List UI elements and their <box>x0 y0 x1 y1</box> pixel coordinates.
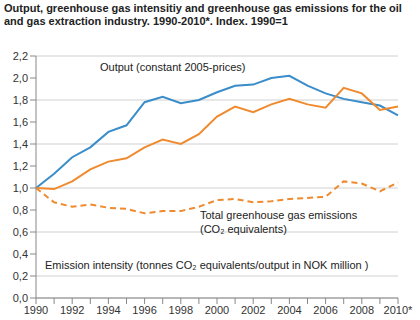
svg-text:1990: 1990 <box>24 304 48 316</box>
svg-text:1994: 1994 <box>96 304 120 316</box>
svg-text:0,4: 0,4 <box>13 248 28 260</box>
svg-text:2008: 2008 <box>350 304 374 316</box>
svg-text:1,0: 1,0 <box>13 182 28 194</box>
svg-text:0,8: 0,8 <box>13 204 28 216</box>
svg-text:2010*: 2010* <box>384 304 413 316</box>
html-text:Output, greenhouse gas intensi: Output, greenhouse gas intensitiy and gr… <box>4 2 408 27</box>
html-text:(CO₂ equivalents): (CO₂ equivalents) <box>200 223 287 235</box>
svg-text:2002: 2002 <box>241 304 265 316</box>
html-text:Output (constant 2005-prices): Output (constant 2005-prices) <box>100 61 246 73</box>
svg-text:0,0: 0,0 <box>13 292 28 304</box>
svg-text:1,4: 1,4 <box>13 138 28 150</box>
svg-text:2,2: 2,2 <box>13 50 28 62</box>
svg-text:0,2: 0,2 <box>13 270 28 282</box>
svg-text:1998: 1998 <box>169 304 193 316</box>
svg-text:1,8: 1,8 <box>13 94 28 106</box>
svg-text:2,0: 2,0 <box>13 72 28 84</box>
svg-text:2000: 2000 <box>205 304 229 316</box>
svg-text:1996: 1996 <box>132 304 156 316</box>
html-text:Emission intensity (tonnes CO₂: Emission intensity (tonnes CO₂ equivalen… <box>45 259 369 271</box>
html-text:Total greenhouse gas emissions: Total greenhouse gas emissions <box>200 209 358 221</box>
svg-text:0,6: 0,6 <box>13 226 28 238</box>
svg-text:2006: 2006 <box>313 304 337 316</box>
svg-text:2004: 2004 <box>277 304 301 316</box>
svg-text:1,6: 1,6 <box>13 116 28 128</box>
svg-text:1992: 1992 <box>60 304 84 316</box>
svg-text:1,2: 1,2 <box>13 160 28 172</box>
